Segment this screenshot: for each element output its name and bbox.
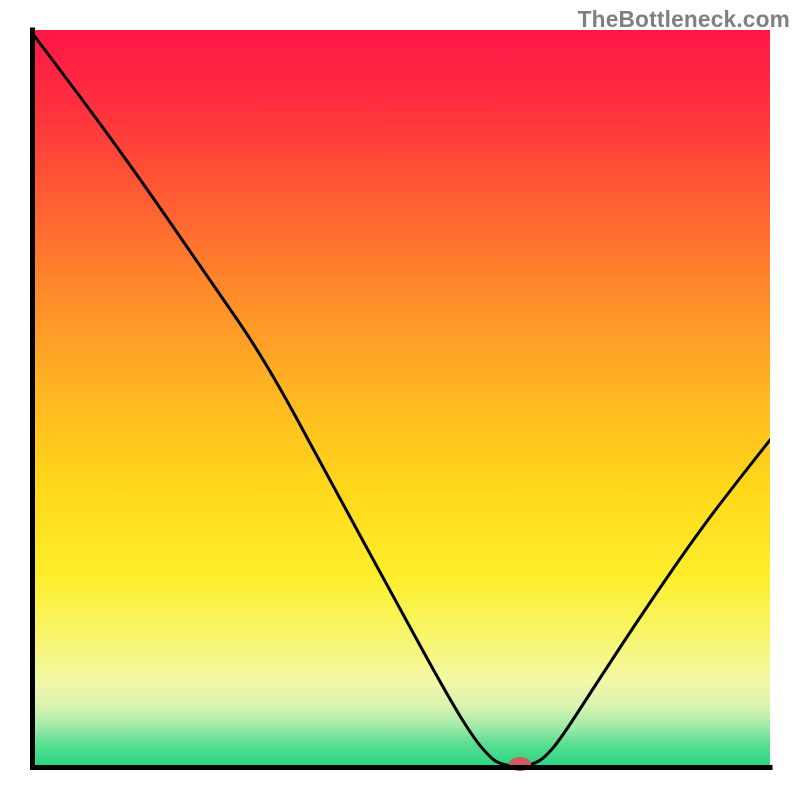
plot-background [30, 30, 770, 770]
watermark-text: TheBottleneck.com [578, 6, 790, 33]
chart-container: TheBottleneck.com [0, 0, 800, 800]
bottleneck-curve-chart [0, 0, 800, 800]
